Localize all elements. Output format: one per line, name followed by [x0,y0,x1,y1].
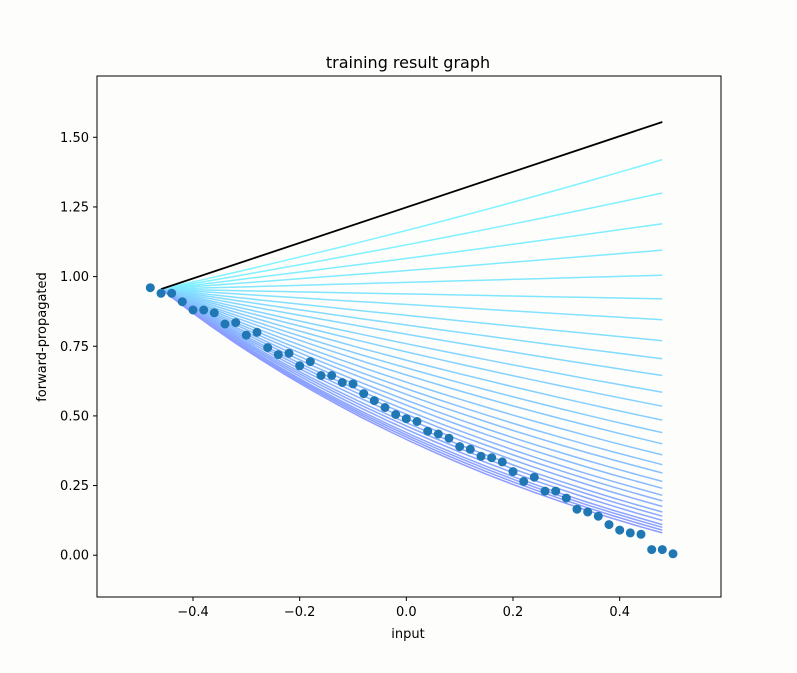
data-point [177,297,187,307]
data-point [551,486,561,496]
data-point [295,361,305,371]
chart-title: training result graph [326,53,490,72]
data-point [615,525,625,535]
data-point [593,511,603,521]
data-point [572,504,582,514]
data-point [273,350,283,360]
training-line [160,288,663,360]
x-tick-label: −0.4 [177,605,209,620]
training-line [160,288,663,407]
data-point [604,520,614,530]
data-point [444,433,454,443]
initial-line [160,121,663,290]
data-point [561,493,571,503]
data-point [316,371,326,380]
data-point [391,410,401,419]
y-tick-label: 0.75 [60,340,89,355]
data-point [305,357,315,367]
data-point [583,507,593,517]
training-line [160,288,663,342]
data-point [487,453,497,463]
training-line [160,288,663,456]
data-point [625,528,635,538]
x-tick-label: 0.4 [609,605,630,620]
data-point [540,486,550,496]
data-point [657,545,667,555]
training-line [160,288,663,466]
data-point [145,283,155,293]
y-tick-label: 0.25 [60,479,89,494]
y-tick-label: 0.00 [60,549,89,564]
training-line [160,288,663,445]
data-point [401,414,411,424]
data-point [284,348,294,358]
plot-frame [96,75,722,598]
data-point [220,319,230,329]
training-line [160,192,663,290]
data-point [167,288,177,298]
data-point [209,308,219,318]
training-line [160,288,663,522]
data-point [359,389,369,399]
training-line [160,158,663,290]
training-line [160,249,663,290]
x-tick-label: −0.2 [284,605,316,620]
data-point [188,305,198,315]
data-point [369,396,379,406]
training-line [160,288,663,526]
y-axis-label: forward-propagated [35,272,50,402]
data-point [412,417,422,426]
training-line [160,288,663,529]
data-point [263,343,273,353]
x-axis: −0.4 −0.2 0.0 0.2 0.4 [177,597,630,620]
data-point [529,472,539,482]
training-line [160,222,663,290]
training-line [160,288,663,513]
data-point [231,318,241,328]
data-point [252,327,262,337]
data-point [380,403,390,412]
training-line [160,288,663,377]
data-point [465,444,475,454]
x-tick-label: 0.2 [503,605,524,620]
training-line [160,288,663,434]
data-point [668,549,678,559]
data-point [199,305,209,315]
data-point [476,451,486,461]
data-point [156,288,166,298]
y-tick-label: 1.00 [60,270,89,285]
training-line [160,274,663,290]
training-line [160,288,663,508]
data-point [508,467,518,477]
training-line [160,288,663,531]
training-line [160,288,663,393]
training-line [160,288,663,474]
y-tick-label: 0.50 [60,409,89,424]
data-point [241,330,251,340]
x-tick-label: 0.0 [396,605,417,620]
data-point [327,371,337,380]
data-point [455,442,465,452]
data-point [423,426,433,436]
training-line [160,288,663,300]
y-tick-label: 1.25 [60,200,89,215]
plot-area [145,121,678,559]
data-point [636,529,646,539]
y-tick-label: 1.50 [60,131,89,146]
training-line [160,288,663,321]
data-point [519,476,529,486]
x-axis-label: input [391,627,424,642]
y-axis: 0.00 0.25 0.50 0.75 1.00 1.25 1.50 [60,131,97,564]
data-point [337,378,347,387]
training-line [160,288,663,517]
data-point [497,457,507,467]
data-point [647,545,657,555]
data-point [433,429,443,439]
training-line [160,288,663,421]
data-point [348,379,358,389]
